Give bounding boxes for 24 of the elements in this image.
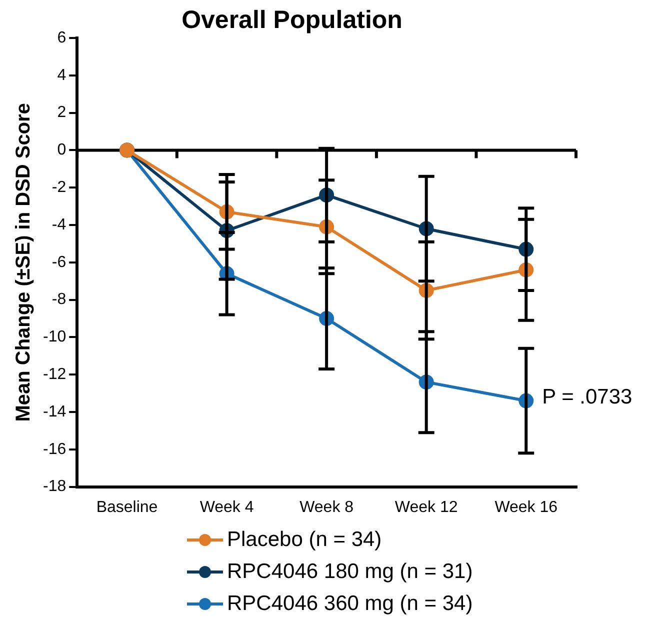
x-tick-label: Week 16 <box>494 498 558 516</box>
legend-label: RPC4046 180 mg (n = 31) <box>227 560 473 584</box>
y-tick-label: -10 <box>43 328 66 346</box>
y-axis-title: Mean Change (±SE) in DSD Score <box>12 102 35 422</box>
y-tick-label: -14 <box>43 403 66 420</box>
y-tick-label: 4 <box>57 66 66 84</box>
y-tick-label: 2 <box>57 104 66 122</box>
y-tick-label: -2 <box>52 179 66 196</box>
x-tick-label: Week 4 <box>200 498 254 516</box>
chart-title: Overall Population <box>182 6 402 34</box>
y-tick-label: 6 <box>57 29 66 46</box>
annotation: P = .0733 <box>542 386 632 409</box>
y-tick-label: -12 <box>43 366 66 384</box>
y-tick-label: -4 <box>52 216 66 234</box>
legend-label: Placebo (n = 34) <box>227 528 382 552</box>
y-tick-label: -18 <box>43 478 66 496</box>
y-tick-label: 0 <box>57 142 66 159</box>
x-tick-label: Week 12 <box>394 498 458 516</box>
y-tick-label: -8 <box>52 291 66 308</box>
x-tick-label: Week 8 <box>300 498 354 516</box>
y-tick-label: -16 <box>43 440 66 458</box>
x-tick-label: Baseline <box>96 498 158 516</box>
legend-label: RPC4046 360 mg (n = 34) <box>227 592 473 616</box>
y-tick-label: -6 <box>52 254 66 271</box>
